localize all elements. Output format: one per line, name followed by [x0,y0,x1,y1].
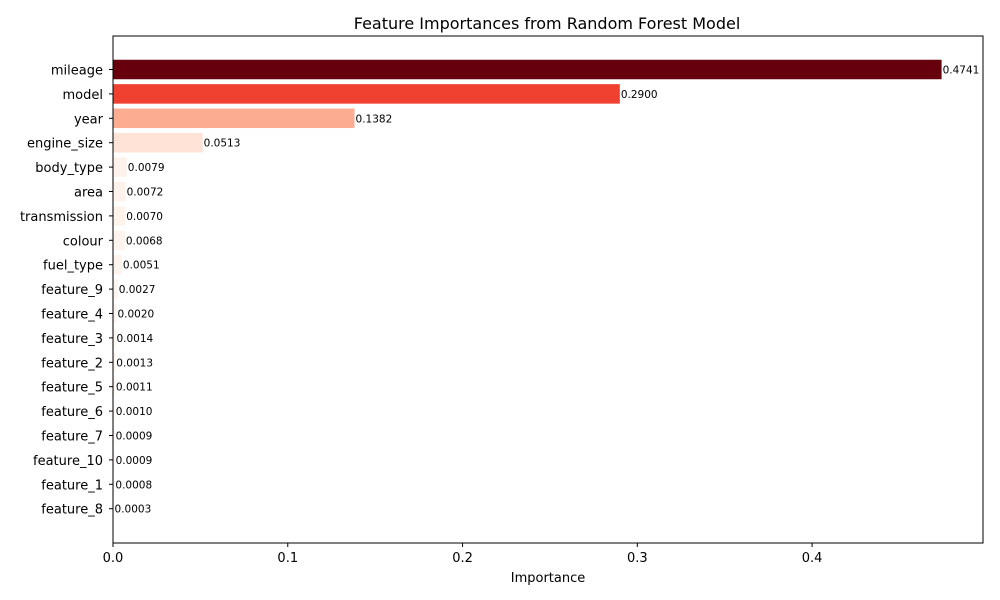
x-tick-label: 0.2 [452,551,473,566]
y-tick-label-transmission: transmission [20,210,103,225]
y-axis-ticks: mileage model year engine_size body_typearea… [20,64,113,518]
y-tick-label-engine_size: engine_size [27,137,103,152]
bar-model [113,84,620,104]
bar-feature_3 [113,328,116,348]
bar-year [113,108,355,129]
value-label-engine_size: 0.0513 [204,138,241,150]
bar-body_type [113,157,127,177]
value-label-year: 0.1382 [356,113,393,125]
y-tick-label-feature_3: feature_3 [41,332,103,347]
bar-feature_5 [113,376,115,397]
y-tick-label-feature_7: feature_7 [41,430,103,445]
y-tick-label-model: model [63,88,103,103]
bars-layer [113,59,942,519]
bar-feature_4 [113,303,117,324]
value-label-feature_5: 0.0011 [116,382,153,394]
y-tick-label-colour: colour [63,234,104,249]
value-label-feature_4: 0.0020 [117,309,154,321]
y-tick-label-feature_8: feature_8 [41,503,103,518]
bar-transmission [113,206,126,226]
value-label-feature_8: 0.0003 [115,504,152,516]
value-label-area: 0.0072 [127,187,164,199]
x-tick-label: 0.3 [627,551,648,566]
y-tick-label-feature_2: feature_2 [41,356,103,371]
y-tick-label-body_type: body_type [35,161,103,176]
value-labels-layer: 0.4741 0.2900 0.1382 0.0513 0.0079 0.0072 0.00… [115,65,980,516]
chart-title: Feature Importances from Random Forest M… [354,14,741,33]
value-label-feature_9: 0.0027 [119,284,156,296]
bar-fuel_type [113,254,122,275]
y-tick-label-feature_5: feature_5 [41,381,103,396]
value-label-feature_2: 0.0013 [116,357,153,369]
x-tick-label: 0.1 [277,551,298,566]
value-label-feature_1: 0.0008 [115,479,152,491]
plot-frame [112,35,984,544]
value-label-body_type: 0.0079 [128,162,165,174]
value-label-fuel_type: 0.0051 [123,260,160,272]
bar-area [113,181,126,202]
y-tick-label-feature_9: feature_9 [41,283,103,298]
value-label-model: 0.2900 [621,89,658,101]
x-tick-label: 0.0 [103,551,124,566]
y-tick-label-feature_1: feature_1 [41,478,103,493]
x-tick-label: 0.4 [802,551,823,566]
y-tick-label-area: area [74,186,103,201]
bar-mileage [113,59,942,80]
bar-engine_size [113,132,203,153]
value-label-mileage: 0.4741 [943,65,980,77]
x-axis-ticks: 0.0 0.1 0.2 0.3 0.4 [103,543,823,566]
y-tick-label-feature_6: feature_6 [41,405,103,420]
bar-colour [113,230,125,251]
x-axis-label: Importance [511,571,586,586]
bar-feature_2 [113,352,116,373]
y-tick-label-feature_10: feature_10 [33,454,103,469]
value-label-feature_6: 0.0010 [116,406,153,418]
bar-feature_9 [113,279,118,299]
y-tick-label-feature_4: feature_4 [41,308,103,323]
bar-feature_7 [113,425,115,446]
value-label-feature_10: 0.0009 [116,455,153,467]
bar-feature_6 [113,401,115,421]
y-tick-label-year: year [74,112,104,127]
bar-feature_1 [113,474,115,495]
y-tick-label-fuel_type: fuel_type [43,259,103,274]
value-label-transmission: 0.0070 [126,211,163,223]
bar-feature_10 [113,450,115,470]
y-tick-label-mileage: mileage [51,64,103,79]
value-label-feature_7: 0.0009 [116,431,153,443]
value-label-colour: 0.0068 [126,235,163,247]
value-label-feature_3: 0.0014 [116,333,153,345]
